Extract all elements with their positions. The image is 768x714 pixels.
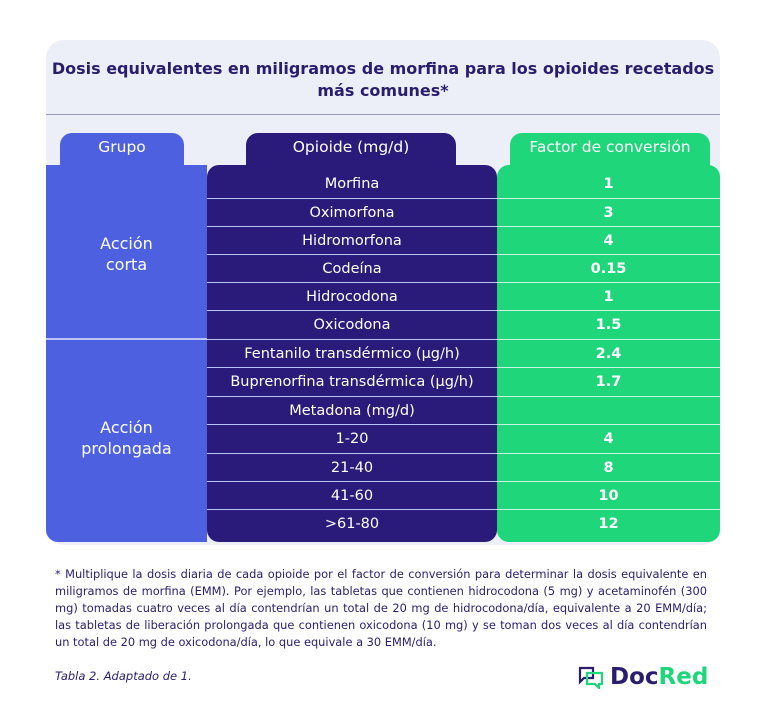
header-factor: Factor de conversión	[510, 133, 710, 171]
opioid-cell: Oximorfona	[207, 198, 497, 226]
opioid-cell: Hidromorfona	[207, 226, 497, 254]
opioid-cell: Metadona (mg/d)	[207, 395, 497, 424]
docred-logo: Doc Red	[577, 664, 708, 690]
factor-column: 1 3 4 0.15 1 1.5 2.4 1.7 4 8 10 12	[497, 165, 720, 542]
opioid-cell: Hidrocodona	[207, 282, 497, 310]
opioid-cell: Buprenorfina transdérmica (µg/h)	[207, 367, 497, 395]
opioid-cell: Fentanilo transdérmico (µg/h)	[207, 339, 497, 367]
logo-red: Red	[658, 664, 709, 690]
logo-doc: Doc	[610, 664, 659, 690]
opioid-cell: 1-20	[207, 424, 497, 452]
group-divider	[46, 338, 207, 340]
opioid-cell: Oxicodona	[207, 310, 497, 338]
factor-cell: 1.7	[497, 367, 720, 395]
chat-bubbles-icon	[578, 666, 604, 689]
opioid-column: Morfina Oximorfona Hidromorfona Codeína Hidr…	[207, 165, 497, 542]
table-title: Dosis equivalentes en miligramos de morf…	[51, 59, 715, 100]
factor-cell: 4	[497, 226, 720, 254]
factor-cell: 1	[603, 176, 614, 192]
opioid-cell: 21-40	[207, 452, 497, 481]
group-column: Acción corta Acción prolongada	[46, 165, 207, 542]
header-group: Grupo	[60, 133, 184, 171]
factor-cell: 8	[497, 452, 720, 481]
opioid-cell: Codeína	[207, 254, 497, 282]
factor-cell: 12	[497, 509, 720, 537]
divider	[46, 114, 720, 115]
caption: Tabla 2. Adaptado de 1.	[55, 669, 192, 683]
group-label: Acción prolongada	[81, 418, 172, 459]
factor-cell: 4	[497, 424, 720, 452]
factor-cell	[497, 395, 720, 424]
factor-cell: 0.15	[497, 254, 720, 282]
opioid-cell: >61-80	[207, 509, 497, 537]
opioid-cell: 41-60	[207, 481, 497, 509]
group-label: Acción corta	[100, 234, 153, 274]
factor-cell: 1.5	[497, 310, 720, 338]
header-opioid: Opioide (mg/d)	[246, 133, 456, 171]
footnote: * Multiplique la dosis diaria de cada op…	[55, 567, 707, 649]
factor-cell: 1	[497, 282, 720, 310]
factor-cell: 3	[497, 198, 720, 226]
opioid-cell: Morfina	[324, 176, 380, 192]
factor-cell: 10	[497, 481, 720, 509]
factor-cell: 2.4	[497, 339, 720, 367]
